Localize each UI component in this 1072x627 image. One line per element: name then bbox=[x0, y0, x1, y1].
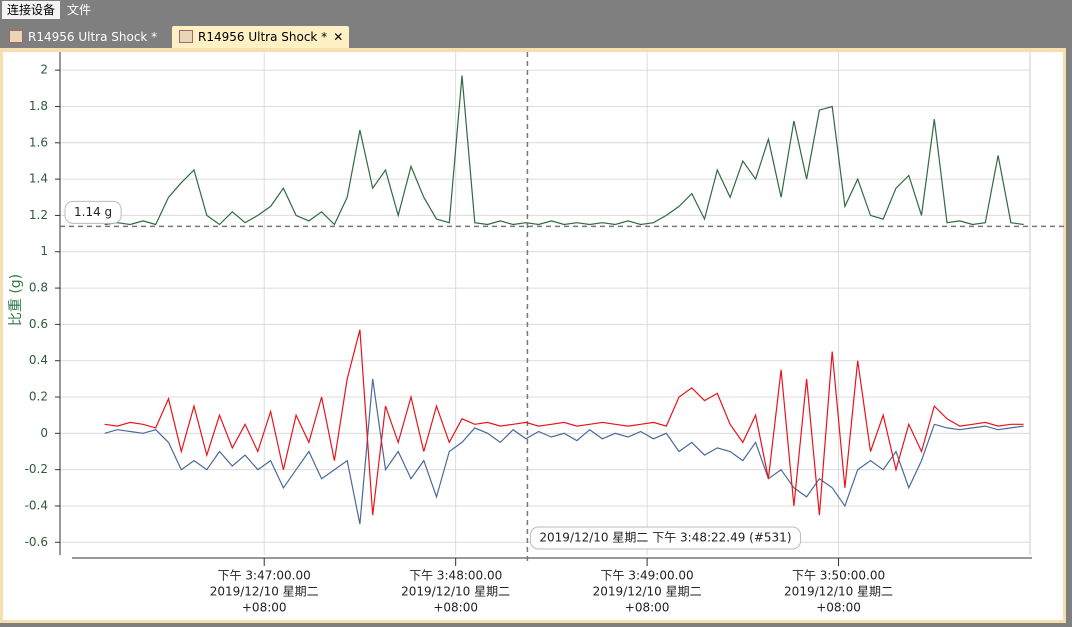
x-tick-label: +08:00 bbox=[433, 601, 478, 615]
cursor-label-box bbox=[529, 526, 802, 550]
reference-label: 1.14 g bbox=[64, 200, 122, 224]
x-tick-label: 2019/12/10 星期二 bbox=[593, 585, 702, 599]
y-tick-label: 0.8 bbox=[29, 281, 48, 295]
close-button[interactable]: ✕ bbox=[333, 30, 344, 44]
x-tick-label: 下午 3:49:00.00 bbox=[601, 569, 694, 583]
cursor-label-text: 2019/12/10 星期二 下午 3:48:22.49 (#531) bbox=[539, 531, 791, 545]
reference-label-box bbox=[64, 200, 122, 224]
menu-item[interactable]: 连接设备 bbox=[2, 1, 61, 19]
y-tick-label: 1 bbox=[40, 244, 48, 258]
y-tick-label: 0.2 bbox=[29, 390, 48, 404]
x-tick-label: +08:00 bbox=[625, 601, 670, 615]
data-line bbox=[104, 75, 1024, 226]
x-tick-label: 下午 3:50:00.00 bbox=[792, 569, 885, 583]
y-tick-label: -0.4 bbox=[25, 498, 48, 512]
menu-bar: 连接设备 文件 bbox=[0, 0, 1072, 20]
chart-panel bbox=[0, 48, 1066, 623]
y-axis-label: 比重 (g) bbox=[8, 274, 24, 326]
x-tick-label: 2019/12/10 星期二 bbox=[784, 585, 893, 599]
y-tick-label: 1.2 bbox=[29, 208, 48, 222]
tab-icon bbox=[179, 30, 193, 43]
y-tick-label: -0.6 bbox=[25, 535, 48, 549]
y-tick-label: 1.4 bbox=[29, 172, 48, 186]
data-line bbox=[104, 329, 1024, 516]
menu-item[interactable]: 文件 bbox=[67, 3, 92, 17]
x-tick-label: 2019/12/10 星期二 bbox=[401, 585, 510, 599]
reference-label-text: 1.14 g bbox=[74, 205, 112, 219]
y-tick-label: 1.8 bbox=[29, 99, 48, 113]
y-tick-label: 2 bbox=[40, 63, 48, 77]
tab[interactable]: R14956 Ultra Shock * bbox=[2, 26, 163, 48]
tab-title: R14956 Ultra Shock * bbox=[198, 30, 328, 44]
x-tick-label: 下午 3:48:00.00 bbox=[409, 569, 502, 583]
x-tick-label: +08:00 bbox=[242, 601, 287, 615]
y-tick-label: 1.6 bbox=[29, 135, 48, 149]
tab-icon bbox=[9, 30, 23, 43]
cursor-label: 2019/12/10 星期二 下午 3:48:22.49 (#531) bbox=[529, 526, 802, 550]
data-line bbox=[104, 378, 1024, 525]
x-tick-label: 下午 3:47:00.00 bbox=[218, 569, 311, 583]
y-tick-label: 0.6 bbox=[29, 317, 48, 331]
y-tick-label: 0.4 bbox=[29, 353, 48, 367]
x-tick-label: +08:00 bbox=[816, 601, 861, 615]
tab-title: R14956 Ultra Shock * bbox=[28, 30, 158, 44]
x-tick-label: 2019/12/10 星期二 bbox=[210, 585, 319, 599]
y-tick-label: -0.2 bbox=[25, 462, 48, 476]
tab-bar: R14956 Ultra Shock * R14956 Ultra Shock … bbox=[0, 20, 1072, 48]
tab[interactable]: R14956 Ultra Shock * ✕ bbox=[172, 26, 350, 48]
y-tick-label: 0 bbox=[40, 426, 48, 440]
